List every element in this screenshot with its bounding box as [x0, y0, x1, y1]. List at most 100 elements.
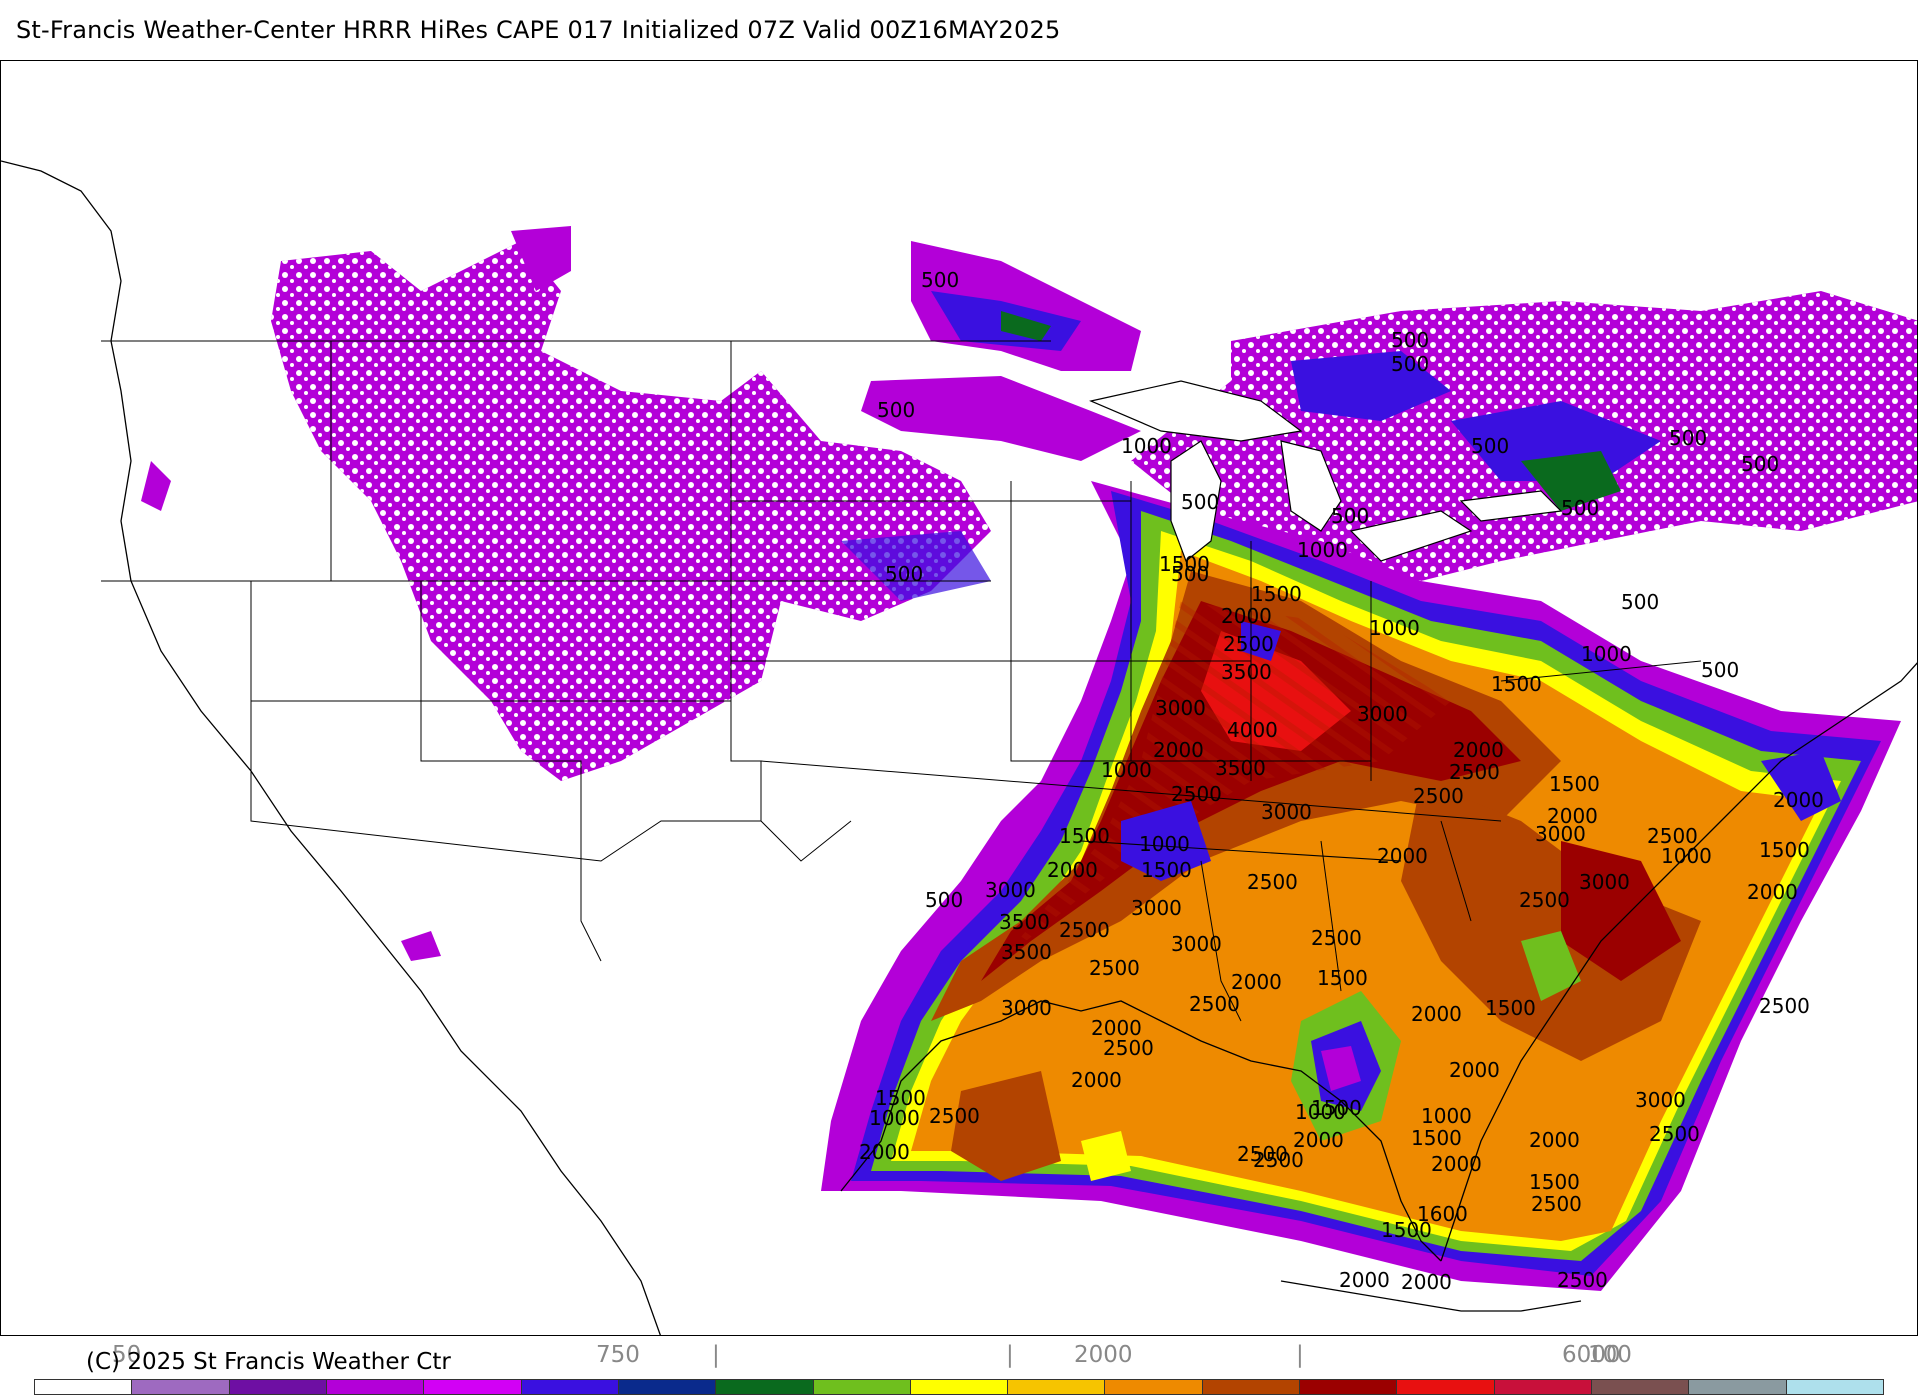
contour-label: 1000: [1369, 616, 1420, 640]
contour-label: 2500: [1557, 1268, 1608, 1292]
contour-label: 1000: [1581, 642, 1632, 666]
contour-label: 500: [1181, 490, 1219, 514]
colorbar-segment: [424, 1380, 522, 1394]
contour-label: 1000: [1661, 844, 1712, 868]
colorbar-segment: [1202, 1380, 1301, 1394]
colorbar-segment: [326, 1380, 425, 1394]
contour-label: 2000: [1431, 1152, 1482, 1176]
contour-label: 1500: [1317, 966, 1368, 990]
contour-label: 2500: [929, 1104, 980, 1128]
colorbar-tick: 50: [112, 1342, 142, 1368]
contour-label: 2500: [1237, 1142, 1288, 1166]
colorbar-segment: [132, 1380, 230, 1394]
colorbar-segment: [716, 1380, 814, 1394]
contour-label: 2500: [1759, 994, 1810, 1018]
contour-label: 3000: [1579, 870, 1630, 894]
colorbar-segment: [1397, 1380, 1495, 1394]
contour-label: 2000: [1411, 1002, 1462, 1026]
colorbar-segment: [1689, 1380, 1787, 1394]
contour-label: 2000: [1773, 788, 1824, 812]
contour-label: 1500: [1549, 772, 1600, 796]
great-lakes: [1089, 380, 1563, 562]
contour-label: 1500: [1759, 838, 1810, 862]
contour-label: 3000: [1155, 696, 1206, 720]
cape-colorbar: [34, 1379, 1884, 1395]
contour-label: 2000: [1221, 604, 1272, 628]
contour-label: 1500: [1141, 858, 1192, 882]
contour-label: 500: [921, 268, 959, 292]
cape-field-canada: [861, 241, 1917, 621]
contour-label: 1600: [1417, 1202, 1468, 1226]
contour-label: 1000: [1121, 434, 1172, 458]
contour-label: 500: [1669, 426, 1707, 450]
contour-label: 2500: [1171, 782, 1222, 806]
contour-label: 3000: [985, 878, 1036, 902]
contour-label: 500: [1741, 452, 1779, 476]
contour-label: 2500: [1223, 632, 1274, 656]
contour-label: 2000: [1293, 1128, 1344, 1152]
contour-label: 2000: [1449, 1058, 1500, 1082]
contour-label: 2000: [1377, 844, 1428, 868]
contour-label: 3000: [1261, 800, 1312, 824]
contour-label: 500: [1701, 658, 1739, 682]
contour-label: 4000: [1227, 718, 1278, 742]
contour-label: 2500: [1089, 956, 1140, 980]
contour-label: 1000: [869, 1106, 920, 1130]
contour-label: 1500: [1529, 1170, 1580, 1194]
contour-label: 2000: [859, 1140, 910, 1164]
contour-label: 3000: [1131, 896, 1182, 920]
colorbar-segment: [1494, 1380, 1592, 1394]
contour-label: 3500: [1001, 940, 1052, 964]
contour-labels: 500 500 500 500 500 500 500 500 500 500 …: [859, 268, 1824, 1294]
contour-label: 2000: [1401, 1270, 1452, 1294]
contour-label: 1500: [1251, 582, 1302, 606]
contour-label: 2500: [1647, 824, 1698, 848]
contour-label: 3500: [999, 910, 1050, 934]
contour-label: 1500: [1485, 996, 1536, 1020]
colorbar-segment: [1105, 1380, 1203, 1394]
contour-label: 1500: [1491, 672, 1542, 696]
contour-label: 2000: [1339, 1268, 1390, 1292]
contour-label: 2000: [1231, 970, 1282, 994]
cape-map[interactable]: 500 500 500 500 500 500 500 500 500 500 …: [0, 60, 1918, 1336]
contour-label: 2500: [1311, 926, 1362, 950]
colorbar-tick: |: [1296, 1342, 1304, 1368]
colorbar-tick: 100: [1588, 1342, 1632, 1368]
colorbar-tick: |: [712, 1342, 720, 1368]
contour-label: 500: [885, 562, 923, 586]
contour-label: 3500: [1221, 660, 1272, 684]
contour-label: 2500: [1649, 1122, 1700, 1146]
contour-label: 2500: [1103, 1036, 1154, 1060]
colorbar-segment: [35, 1380, 133, 1394]
colorbar-tick: |: [1006, 1342, 1014, 1368]
colorbar-segment: [1786, 1380, 1883, 1394]
contour-label: 1500: [1381, 1218, 1432, 1242]
contour-label: 1500: [1411, 1126, 1462, 1150]
colorbar-segment: [521, 1380, 619, 1394]
contour-label: 1000: [1139, 832, 1190, 856]
contour-label: 2000: [1529, 1128, 1580, 1152]
contour-label: 2000: [1091, 1016, 1142, 1040]
colorbar-segment: [1592, 1380, 1690, 1394]
colorbar-segment: [618, 1380, 717, 1394]
contour-label: 500: [925, 888, 963, 912]
contour-label: 2500: [1253, 1148, 1304, 1172]
contour-label: 1000: [1101, 758, 1152, 782]
contour-label: 500: [1561, 496, 1599, 520]
colorbar-tick: 6000: [1562, 1342, 1621, 1368]
colorbar-segment: [813, 1380, 911, 1394]
contour-label: 3000: [1635, 1088, 1686, 1112]
contour-label: 3000: [1357, 702, 1408, 726]
contour-label: 500: [1331, 504, 1369, 528]
contour-label: 3000: [1171, 932, 1222, 956]
cape-field-east: [821, 481, 1901, 1291]
copyright-text: (C) 2025 St Francis Weather Ctr: [86, 1349, 451, 1375]
colorbar-tick: 750: [596, 1342, 640, 1368]
coastlines: [1, 160, 1917, 1335]
contour-label: 2000: [1153, 738, 1204, 762]
contour-label: 2500: [1059, 918, 1110, 942]
contour-label: 1000: [1297, 538, 1348, 562]
contour-label: 500: [1391, 328, 1429, 352]
contour-label: 1000: [1421, 1104, 1472, 1128]
contour-label: 2000: [1047, 858, 1098, 882]
